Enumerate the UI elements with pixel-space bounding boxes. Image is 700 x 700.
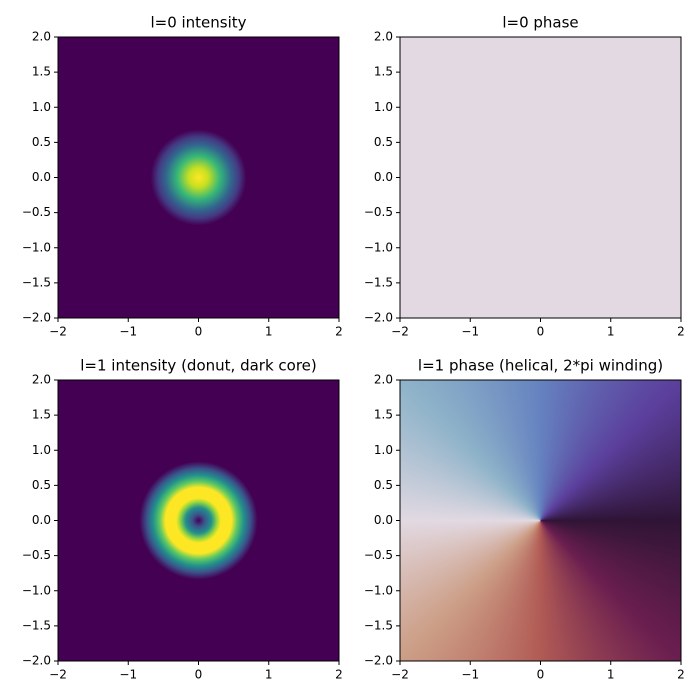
y-tick-label: 0.5: [374, 135, 393, 149]
x-tick-label: 1: [607, 325, 615, 339]
y-tick-label: −1.0: [364, 583, 393, 597]
x-tick-label: 2: [335, 325, 343, 339]
y-tick-label: 2.0: [32, 30, 51, 44]
y-tick-label: −2.0: [22, 654, 51, 668]
y-tick-label: −1.0: [22, 583, 51, 597]
y-tick-label: −2.0: [364, 654, 393, 668]
y-tick-label: −1.0: [364, 240, 393, 254]
y-tick-label: −1.5: [22, 275, 51, 289]
panel-title: l=0 phase: [502, 14, 578, 32]
y-tick-label: −0.5: [364, 548, 393, 562]
phase-field: [400, 380, 681, 661]
heatmap-image: [58, 380, 339, 661]
y-tick-label: 1.0: [374, 443, 393, 457]
y-tick-label: 0.0: [32, 170, 51, 184]
x-tick-label: −2: [49, 668, 67, 682]
heatmap-image: [58, 37, 339, 318]
y-tick-label: 1.0: [32, 443, 51, 457]
x-tick-label: −1: [461, 325, 479, 339]
y-tick-label: 0.5: [32, 135, 51, 149]
y-tick-label: 0.5: [32, 478, 51, 492]
y-tick-label: 1.5: [374, 408, 393, 422]
y-tick-label: 1.5: [374, 65, 393, 79]
y-tick-label: −0.5: [22, 205, 51, 219]
y-tick-label: −1.0: [22, 240, 51, 254]
y-tick-label: −1.5: [364, 618, 393, 632]
x-tick-label: −1: [119, 668, 137, 682]
panel-title: l=0 intensity: [150, 14, 246, 32]
y-tick-label: −0.5: [22, 548, 51, 562]
y-tick-label: 0.0: [374, 513, 393, 527]
y-tick-label: 0.5: [374, 478, 393, 492]
x-tick-label: 2: [677, 668, 685, 682]
panel: l=1 phase (helical, 2*pi winding) −2 −1 0 1 2…: [364, 357, 685, 682]
x-tick-label: −2: [391, 325, 409, 339]
heatmap-image: [400, 37, 681, 318]
x-tick-label: −1: [119, 325, 137, 339]
x-tick-label: 1: [265, 325, 273, 339]
panel: l=0 intensity −2 −1 0 1 2 2.0 1.5 1.0 0.5 0.0 −0.5 −…: [22, 14, 343, 339]
panel-title: l=1 phase (helical, 2*pi winding): [418, 357, 663, 375]
y-tick-label: 2.0: [374, 373, 393, 387]
x-tick-label: 1: [265, 668, 273, 682]
y-tick-label: −1.5: [364, 275, 393, 289]
x-tick-label: 0: [537, 668, 545, 682]
x-tick-label: 1: [607, 668, 615, 682]
x-tick-label: 0: [195, 325, 203, 339]
x-tick-label: 0: [195, 668, 203, 682]
panel-title: l=1 intensity (donut, dark core): [80, 357, 317, 375]
y-tick-label: 2.0: [32, 373, 51, 387]
x-tick-label: −2: [391, 668, 409, 682]
y-tick-label: 0.0: [374, 170, 393, 184]
y-tick-label: −2.0: [22, 311, 51, 325]
y-tick-label: −1.5: [22, 618, 51, 632]
y-tick-label: 2.0: [374, 30, 393, 44]
x-tick-label: −2: [49, 325, 67, 339]
panel: l=1 intensity (donut, dark core) −2 −1 0 1 2 2…: [22, 357, 343, 682]
heatmap-image: [400, 380, 681, 661]
x-tick-label: 2: [677, 325, 685, 339]
x-tick-label: 2: [335, 668, 343, 682]
y-tick-label: 0.0: [32, 513, 51, 527]
x-tick-label: −1: [461, 668, 479, 682]
y-tick-label: −2.0: [364, 311, 393, 325]
y-tick-label: −0.5: [364, 205, 393, 219]
panel: l=0 phase −2 −1 0 1 2 2.0 1.5 1.0 0.5 0.0 −0.5 −1.0 −…: [364, 14, 685, 339]
y-tick-label: 1.5: [32, 65, 51, 79]
y-tick-label: 1.0: [32, 100, 51, 114]
y-tick-label: 1.5: [32, 408, 51, 422]
x-tick-label: 0: [537, 325, 545, 339]
y-tick-label: 1.0: [374, 100, 393, 114]
